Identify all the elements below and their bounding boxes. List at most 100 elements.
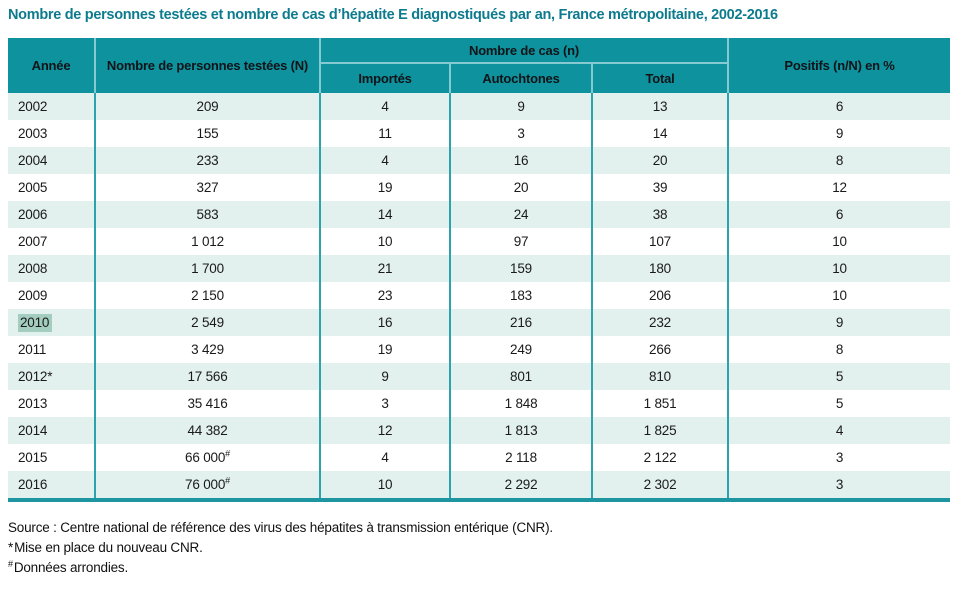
- positive-pct-cell: 3: [727, 471, 951, 502]
- positive-pct-cell: 8: [727, 147, 951, 174]
- imported-cell: 10: [319, 228, 450, 255]
- positive-pct-cell: 5: [727, 390, 951, 417]
- tested-cell: 3 429: [94, 336, 320, 363]
- autochthonous-cell: 16: [449, 147, 592, 174]
- positive-pct-cell: 10: [727, 282, 951, 309]
- tested-cell: 209: [94, 93, 320, 120]
- tested-cell: 233: [94, 147, 320, 174]
- autochthonous-cell: 249: [449, 336, 592, 363]
- year-cell: 2003: [8, 120, 95, 147]
- table-row: 2012* 17 566 9 801 810 5: [8, 363, 951, 390]
- col-header-nombre-de-cas: Nombre de cas (n): [318, 38, 729, 64]
- tested-cell: 76 000#: [94, 471, 320, 502]
- imported-cell: 4: [319, 147, 450, 174]
- hash-marker: #: [8, 558, 13, 569]
- year-cell: 2014: [8, 417, 95, 444]
- year-cell: 2004: [8, 147, 95, 174]
- total-cell: 810: [590, 363, 729, 390]
- imported-cell: 16: [319, 309, 450, 336]
- autochthonous-cell: 3: [449, 120, 592, 147]
- tested-cell: 1 012: [94, 228, 320, 255]
- year-cell: 2007: [8, 228, 95, 255]
- table-row: 2004 233 4 16 20 8: [8, 147, 951, 174]
- year-cell: 2016: [8, 471, 95, 502]
- table-row: 2008 1 700 21 159 180 10: [8, 255, 951, 282]
- table-row: 2010 2 549 16 216 232 9: [8, 309, 951, 336]
- autochthonous-cell: 24: [449, 201, 592, 228]
- autochthonous-cell: 183: [449, 282, 592, 309]
- year-cell: 2010: [8, 309, 95, 336]
- imported-cell: 21: [319, 255, 450, 282]
- positive-pct-cell: 9: [727, 120, 951, 147]
- table-row: 2014 44 382 12 1 813 1 825 4: [8, 417, 951, 444]
- asterisk-marker: *: [8, 540, 14, 555]
- positive-pct-cell: 5: [727, 363, 951, 390]
- total-cell: 39: [590, 174, 729, 201]
- autochthonous-cell: 2 292: [449, 471, 592, 502]
- imported-cell: 12: [319, 417, 450, 444]
- positive-pct-cell: 6: [727, 93, 951, 120]
- tested-cell: 2 549: [94, 309, 320, 336]
- imported-cell: 4: [319, 444, 450, 471]
- table-row: 2003 155 11 3 14 9: [8, 120, 951, 147]
- autochthonous-cell: 159: [449, 255, 592, 282]
- tested-cell: 17 566: [94, 363, 320, 390]
- total-cell: 38: [590, 201, 729, 228]
- footnotes: Source : Centre national de référence de…: [8, 518, 553, 578]
- positive-pct-cell: 10: [727, 228, 951, 255]
- autochthonous-cell: 801: [449, 363, 592, 390]
- tested-cell: 583: [94, 201, 320, 228]
- tested-cell: 2 150: [94, 282, 320, 309]
- hepatitis-e-table: Année Nombre de personnes testées (N) No…: [8, 38, 951, 502]
- total-cell: 14: [590, 120, 729, 147]
- imported-cell: 10: [319, 471, 450, 502]
- table-row: 2015 66 000# 4 2 118 2 122 3: [8, 444, 951, 471]
- year-cell: 2002: [8, 93, 95, 120]
- positive-pct-cell: 4: [727, 417, 951, 444]
- header-row-main: Année Nombre de personnes testées (N) No…: [8, 38, 951, 93]
- tested-footnote-mark: #: [225, 448, 230, 459]
- total-cell: 180: [590, 255, 729, 282]
- positive-pct-cell: 6: [727, 201, 951, 228]
- col-header-annee: Année: [8, 38, 95, 93]
- autochthonous-cell: 2 118: [449, 444, 592, 471]
- tested-cell: 1 700: [94, 255, 320, 282]
- imported-cell: 3: [319, 390, 450, 417]
- year-cell: 2015: [8, 444, 95, 471]
- table-row: 2011 3 429 19 249 266 8: [8, 336, 951, 363]
- positive-pct-cell: 3: [727, 444, 951, 471]
- tested-cell: 66 000#: [94, 444, 320, 471]
- total-cell: 1 825: [590, 417, 729, 444]
- tested-cell: 327: [94, 174, 320, 201]
- imported-cell: 4: [319, 93, 450, 120]
- total-cell: 20: [590, 147, 729, 174]
- year-cell: 2013: [8, 390, 95, 417]
- year-cell: 2005: [8, 174, 95, 201]
- source-line: Source : Centre national de référence de…: [8, 520, 553, 535]
- total-cell: 1 851: [590, 390, 729, 417]
- table-row: 2005 327 19 20 39 12: [8, 174, 951, 201]
- positive-pct-cell: 8: [727, 336, 951, 363]
- year-cell: 2012*: [8, 363, 95, 390]
- autochthonous-cell: 1 848: [449, 390, 592, 417]
- total-cell: 2 122: [590, 444, 729, 471]
- autochthonous-cell: 9: [449, 93, 592, 120]
- year-cell: 2008: [8, 255, 95, 282]
- tested-footnote-mark: #: [225, 475, 230, 486]
- total-cell: 232: [590, 309, 729, 336]
- footnote-hash: #Données arrondies.: [8, 558, 129, 575]
- table-header: Année Nombre de personnes testées (N) No…: [8, 38, 951, 93]
- year-cell: 2009: [8, 282, 95, 309]
- imported-cell: 19: [319, 336, 450, 363]
- positive-pct-cell: 10: [727, 255, 951, 282]
- table-row: 2013 35 416 3 1 848 1 851 5: [8, 390, 951, 417]
- autochthonous-cell: 97: [449, 228, 592, 255]
- total-cell: 266: [590, 336, 729, 363]
- table-row: 2009 2 150 23 183 206 10: [8, 282, 951, 309]
- col-header-autochtones: Autochtones: [449, 63, 592, 93]
- total-cell: 206: [590, 282, 729, 309]
- imported-cell: 19: [319, 174, 450, 201]
- imported-cell: 9: [319, 363, 450, 390]
- table-row: 2007 1 012 10 97 107 10: [8, 228, 951, 255]
